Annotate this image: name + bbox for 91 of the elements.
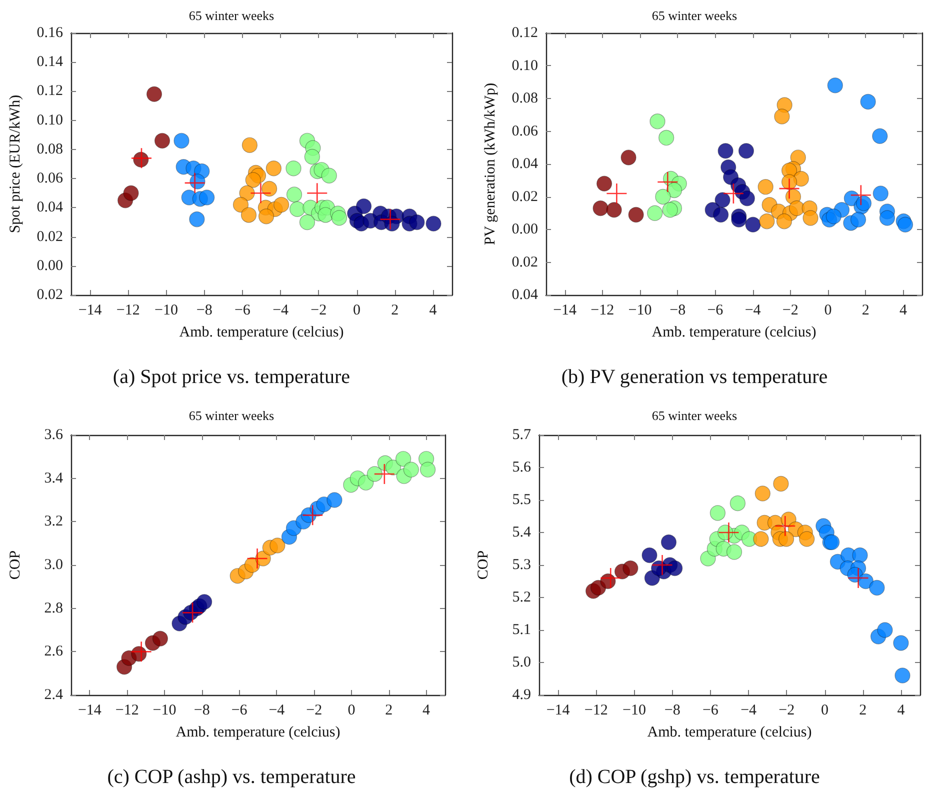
y-axis-title: PV generation (kWh/kWp) [482, 82, 498, 246]
y-tick-label: 4.9 [512, 687, 531, 703]
x-axis-title: Amb. temperature (celcius) [647, 724, 812, 740]
x-axis-title: Amb. temperature (celcius) [179, 324, 344, 340]
y-tick-label: 3.2 [44, 514, 63, 530]
y-tick-label: 0.12 [512, 25, 538, 41]
x-tick-label: −8 [194, 702, 210, 718]
y-tick-label: 0.06 [36, 170, 64, 187]
y-tick-label: 0.02 [512, 188, 538, 205]
text: (a) Spot price vs. temperature [112, 366, 352, 389]
x-tick-label: 0 [821, 702, 828, 718]
x-tick-label: −6 [702, 702, 719, 718]
x-tick-label: 0 [353, 302, 360, 318]
y-tick-label: 0.08 [512, 90, 538, 106]
x-tick-label: −10 [154, 302, 178, 318]
x-tick-label: −6 [231, 702, 248, 718]
chart-title: 65 winter weeks [652, 8, 738, 23]
x-tick-label: 0 [348, 702, 356, 718]
x-tick-label: −2 [778, 702, 795, 718]
y-tick-label: 0.10 [512, 58, 538, 74]
y-tick-label: 5.0 [512, 654, 531, 670]
y-tick-label: 0.06 [512, 123, 538, 140]
x-tick-label: −10 [622, 702, 646, 718]
x-tick-label: −4 [268, 702, 286, 718]
y-tick-label: 0.02 [36, 287, 63, 303]
y-tick-label: 0.08 [36, 141, 63, 158]
y-tick-label: 5.5 [512, 492, 531, 508]
x-tick-label: −12 [116, 302, 140, 318]
chart-title: 65 winter weeks [188, 408, 274, 423]
x-tick-label: 2 [859, 702, 867, 718]
x-tick-label: −14 [78, 702, 102, 718]
x-axis-title: Amb. temperature (celcius) [652, 324, 816, 340]
x-tick-label: −12 [115, 702, 139, 718]
text: (b) PV generation vs temperature [560, 366, 829, 389]
x-tick-label: −8 [670, 302, 686, 318]
y-tick-label: 0.14 [36, 54, 64, 70]
y-tick-label: 5.4 [512, 524, 532, 540]
x-tick-label: −12 [584, 702, 608, 718]
chart-title: 65 winter weeks [188, 8, 274, 23]
y-tick-label: 0.12 [36, 83, 63, 100]
x-tick-label: −2 [306, 702, 322, 718]
x-tick-label: −14 [78, 302, 102, 318]
text: (c) COP (ashp) vs. temperature [106, 766, 357, 789]
x-tick-label: −6 [234, 302, 251, 318]
x-tick-label: 4 [429, 302, 438, 318]
x-tick-label: −8 [664, 702, 680, 718]
x-tick-label: −6 [707, 302, 724, 318]
x-tick-label: −10 [152, 702, 176, 718]
x-tick-label: −4 [744, 302, 762, 318]
x-tick-label: 4 [897, 702, 906, 718]
y-axis-title: Spot price (EUR/kWh) [8, 94, 24, 234]
y-tick-label: 3.4 [44, 470, 64, 486]
chart-title: 65 winter weeks [652, 408, 738, 423]
y-tick-label: 0.02 [36, 228, 63, 245]
y-tick-label: 3.0 [44, 557, 63, 573]
y-axis-title: COP [476, 550, 492, 580]
x-tick-label: 2 [385, 702, 393, 718]
x-tick-label: 2 [391, 302, 399, 318]
x-tick-label: −14 [553, 302, 578, 318]
y-tick-label: 5.1 [512, 622, 531, 638]
x-axis-title: Amb. temperature (celcius) [176, 724, 340, 740]
text: (d) COP (gshp) vs. temperature [568, 766, 821, 789]
x-tick-label: 4 [899, 302, 908, 318]
x-tick-label: −12 [590, 302, 614, 318]
y-tick-label: 0.00 [512, 222, 538, 238]
y-tick-label: 5.3 [512, 557, 531, 573]
x-tick-label: 0 [824, 302, 832, 318]
y-tick-label: 2.6 [44, 644, 64, 660]
y-tick-label: 5.2 [512, 590, 531, 606]
y-tick-label: 0.00 [36, 258, 63, 274]
y-tick-label: 0.16 [36, 25, 64, 41]
y-tick-label: 0.04 [512, 287, 538, 303]
x-tick-label: −2 [782, 302, 798, 318]
y-axis-title: COP [8, 550, 24, 580]
y-tick-label: 2.4 [44, 687, 64, 703]
x-tick-label: −4 [272, 302, 290, 318]
y-tick-label: 3.6 [44, 427, 64, 443]
y-tick-label: 0.04 [36, 200, 64, 216]
x-tick-label: −4 [740, 702, 758, 718]
x-tick-label: −8 [196, 302, 212, 318]
x-tick-label: −14 [546, 702, 570, 718]
y-tick-label: 2.8 [44, 600, 63, 616]
x-tick-label: −10 [628, 302, 652, 318]
x-tick-label: −2 [310, 302, 327, 318]
y-tick-label: 0.02 [512, 254, 538, 270]
x-tick-label: 4 [422, 702, 431, 718]
x-tick-label: 2 [862, 302, 870, 318]
y-tick-label: 5.6 [512, 460, 532, 476]
y-tick-label: 0.10 [36, 112, 63, 128]
y-tick-label: 0.04 [512, 156, 538, 172]
y-tick-label: 5.7 [512, 427, 532, 443]
